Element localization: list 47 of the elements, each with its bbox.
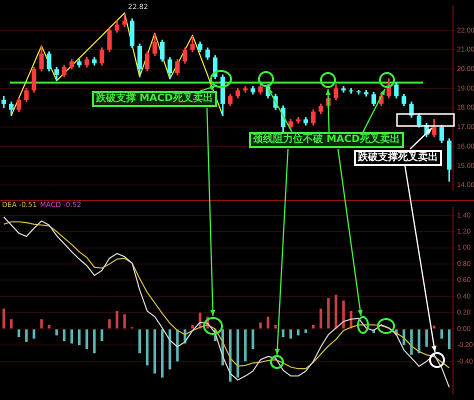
bar <box>252 329 254 350</box>
bar <box>62 329 66 342</box>
bar <box>93 329 96 354</box>
bar <box>18 329 20 338</box>
bar <box>266 316 270 328</box>
bar <box>10 319 13 328</box>
bar <box>25 329 28 342</box>
bar <box>70 329 74 344</box>
bar <box>2 308 6 328</box>
bar <box>259 322 262 328</box>
bar <box>138 329 141 354</box>
bar <box>296 329 300 336</box>
bar <box>78 329 81 346</box>
annotation: 跌破支撑死叉卖出 <box>354 150 442 166</box>
bar <box>320 308 322 328</box>
bar <box>432 326 436 328</box>
bar <box>448 329 451 350</box>
bar <box>342 300 345 328</box>
bar <box>236 329 240 378</box>
annotation: 跌破支撑 MACD死叉卖出 <box>92 91 217 107</box>
bar <box>161 329 164 378</box>
bar <box>123 314 126 328</box>
bar <box>32 329 36 339</box>
bar <box>410 329 413 355</box>
bar <box>191 324 194 328</box>
bar <box>86 329 88 350</box>
bar <box>312 324 315 328</box>
bar <box>289 329 292 339</box>
bar <box>168 329 172 370</box>
bar <box>327 298 330 328</box>
bar <box>274 324 277 328</box>
bar <box>55 329 58 336</box>
annotation: 颈线阻力位不破 MACD死叉卖出 <box>249 132 404 148</box>
bar <box>40 319 43 328</box>
bar <box>425 329 428 347</box>
bar <box>108 319 111 328</box>
bar <box>116 311 118 328</box>
bar <box>304 329 308 333</box>
bar <box>100 329 104 342</box>
bar <box>48 324 50 328</box>
bar <box>146 329 149 366</box>
bar <box>440 329 443 339</box>
bar <box>282 329 284 338</box>
bar <box>153 329 156 374</box>
bar <box>244 329 247 362</box>
bar <box>334 294 338 328</box>
bar <box>418 329 420 354</box>
